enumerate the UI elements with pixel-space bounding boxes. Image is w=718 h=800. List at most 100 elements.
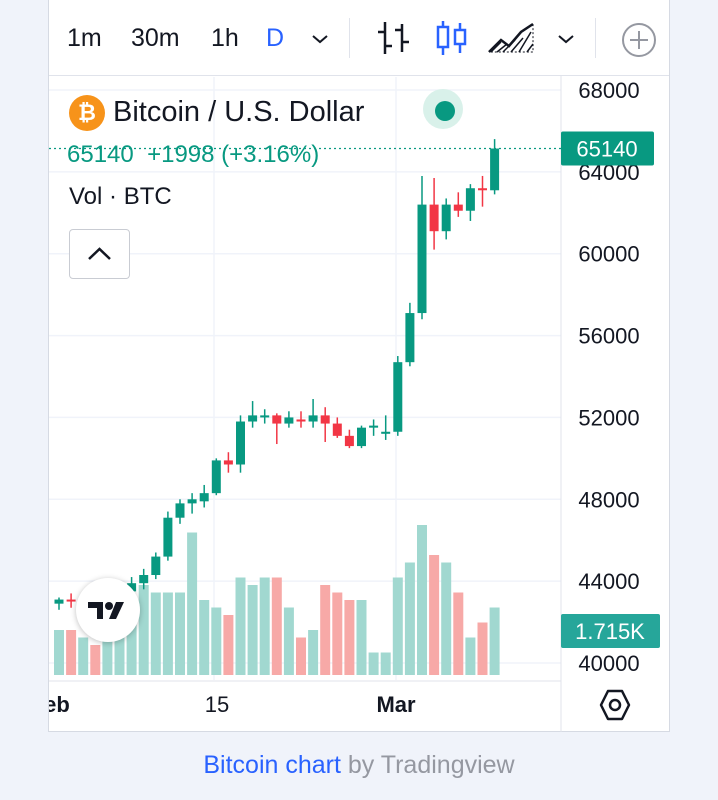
- volume-bar: [283, 607, 294, 675]
- candle-body: [441, 204, 451, 232]
- candle-body: [381, 431, 391, 434]
- current-price-tag: [561, 131, 654, 166]
- collapse-legend-button[interactable]: [69, 229, 130, 279]
- volume-tag: [561, 614, 660, 648]
- candle-body: [248, 415, 258, 422]
- timeframe-dropdown-chevron-icon[interactable]: [307, 26, 333, 57]
- candle-body: [429, 204, 439, 232]
- candle-body: [393, 362, 403, 432]
- candlestick-chart[interactable]: 4000044000480005200056000600006400068000…: [49, 0, 671, 732]
- candle-body: [465, 188, 475, 211]
- toolbar-divider: [595, 18, 596, 58]
- candle-body: [417, 204, 427, 314]
- candle-body: [308, 415, 318, 422]
- candle-body: [236, 421, 245, 465]
- market-open-dot: [435, 101, 455, 121]
- candle-body: [357, 427, 366, 447]
- volume-bar: [187, 532, 198, 675]
- volume-bar: [175, 592, 185, 675]
- candle-body: [139, 575, 149, 584]
- volume-bar: [368, 652, 379, 675]
- timeframe-1h[interactable]: 1h: [211, 24, 239, 52]
- volume-bar: [271, 577, 282, 675]
- bars-icon[interactable]: [375, 18, 413, 63]
- chart-type-dropdown-chevron-icon[interactable]: [553, 26, 579, 57]
- price-tick-label: 60000: [578, 242, 639, 267]
- volume-bar: [162, 592, 173, 675]
- volume-bar: [247, 585, 258, 675]
- volume-bar: [489, 607, 500, 675]
- time-tick-label: eb: [49, 692, 70, 717]
- candle-body: [163, 517, 173, 557]
- volume-bar: [138, 585, 149, 675]
- volume-bar: [356, 600, 367, 675]
- volume-bar: [308, 630, 319, 675]
- volume-bar: [465, 637, 476, 675]
- volume-bar: [126, 600, 137, 675]
- timeframe-30m[interactable]: 30m: [131, 24, 180, 52]
- volume-bar: [404, 562, 415, 675]
- candles-icon[interactable]: [435, 18, 469, 63]
- volume-bar: [332, 592, 343, 675]
- price-tick-label: 56000: [578, 324, 639, 349]
- volume-bar: [320, 585, 331, 675]
- candle-body: [284, 417, 294, 424]
- bitcoin-logo-icon: ₿: [69, 95, 105, 131]
- volume-bar: [296, 637, 306, 675]
- volume-bar: [66, 630, 77, 675]
- toolbar-divider: [349, 18, 350, 58]
- candle-body: [175, 503, 185, 518]
- candle-body: [490, 148, 500, 191]
- market-status-icon[interactable]: [423, 89, 463, 129]
- tradingview-logo-icon[interactable]: [76, 578, 140, 642]
- candle-body: [223, 460, 233, 465]
- volume-bar: [211, 607, 222, 675]
- symbol-title: Bitcoin / U.S. Dollar: [113, 96, 365, 128]
- candle-body: [405, 313, 415, 363]
- attribution: Bitcoin chart by Tradingview: [0, 748, 718, 782]
- chart-settings-hexagon-icon[interactable]: [599, 688, 631, 727]
- ohlc-change-values: 65140 +1998 (+3.16%): [67, 141, 320, 168]
- volume-value-label: 1.715K: [575, 619, 645, 644]
- candle-body: [320, 415, 330, 424]
- candle-body: [199, 493, 209, 502]
- volume-bar: [344, 600, 355, 675]
- volume-bar: [150, 592, 161, 675]
- timeframe-d[interactable]: D: [266, 24, 285, 52]
- bitcoin-chart-link[interactable]: Bitcoin chart: [203, 751, 341, 779]
- attribution-suffix: by Tradingview: [340, 751, 515, 779]
- price-tick-label: 52000: [578, 405, 639, 430]
- candle-body: [260, 415, 270, 418]
- chart-widget: 1m 30m 1h D: [48, 0, 670, 732]
- volume-bar: [235, 577, 246, 675]
- volume-bar: [477, 622, 488, 675]
- candle-body: [332, 423, 342, 436]
- time-tick-label: Mar: [376, 692, 416, 717]
- candle-body: [478, 188, 487, 191]
- area-icon[interactable]: [487, 18, 535, 63]
- volume-bar: [199, 600, 210, 675]
- price-tick-label: 68000: [578, 78, 639, 103]
- volume-bar: [223, 615, 234, 675]
- chart-toolbar: 1m 30m 1h D: [49, 0, 669, 76]
- volume-bar: [417, 525, 427, 675]
- current-price-label: 65140: [576, 137, 637, 162]
- volume-bar: [380, 652, 391, 675]
- price-tick-label: 40000: [578, 651, 639, 676]
- candle-body: [54, 599, 64, 604]
- volume-bar: [392, 577, 403, 675]
- volume-legend-label: Vol · BTC: [69, 183, 172, 210]
- candle-body: [127, 583, 137, 592]
- add-plus-icon[interactable]: [621, 22, 657, 63]
- chevron-up-icon: [88, 247, 111, 260]
- volume-bar: [429, 555, 440, 675]
- timeframe-1m[interactable]: 1m: [67, 24, 102, 52]
- volume-bar: [259, 577, 270, 675]
- candle-body: [344, 435, 354, 447]
- volume-bar: [453, 592, 464, 675]
- candle-body: [187, 499, 197, 504]
- candle-body: [453, 204, 463, 211]
- volume-bar: [90, 645, 101, 675]
- time-tick-label: 15: [205, 692, 229, 717]
- candle-body: [272, 415, 282, 424]
